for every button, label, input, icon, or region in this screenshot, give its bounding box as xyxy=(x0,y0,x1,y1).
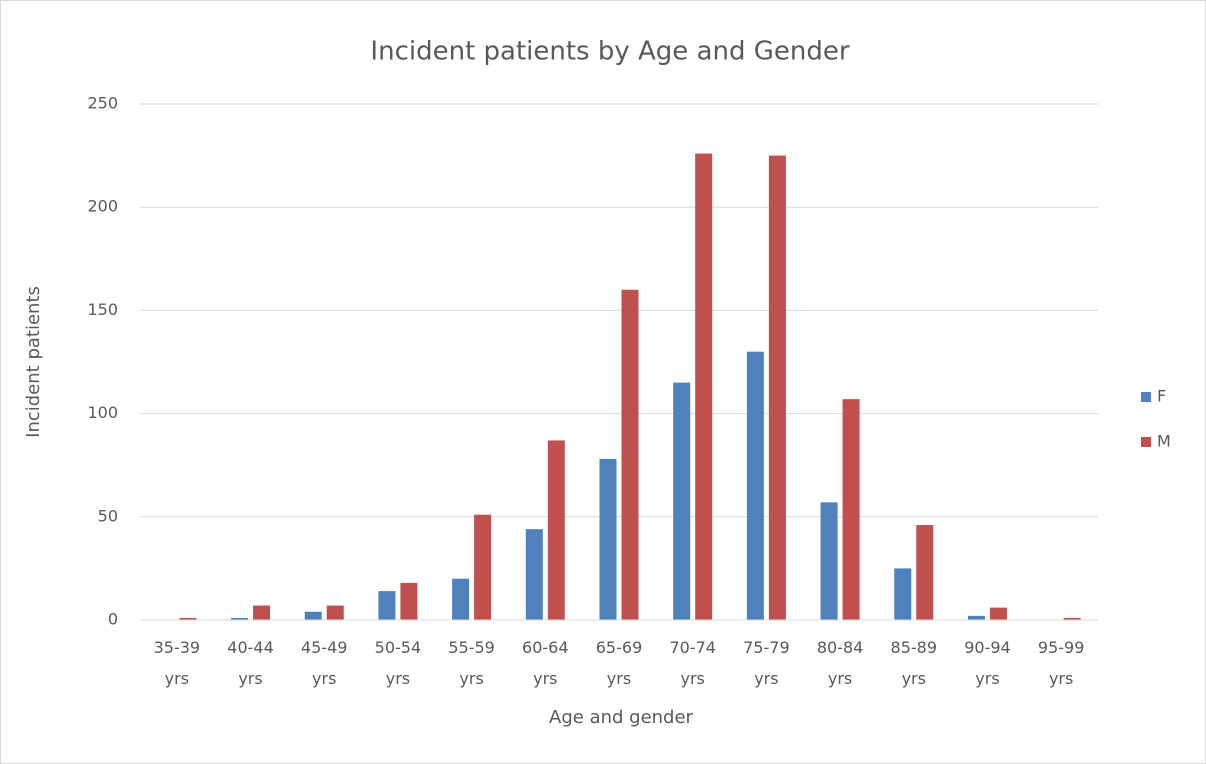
bar xyxy=(695,153,713,620)
x-tick-label: 55-59 yrs xyxy=(448,638,495,688)
x-tick-label: 60-64 yrs xyxy=(522,638,569,688)
bar xyxy=(989,607,1007,620)
bar xyxy=(326,605,344,620)
y-tick-label: 50 xyxy=(98,506,118,525)
y-tick-label: 100 xyxy=(87,403,118,422)
legend-swatch xyxy=(1141,437,1151,447)
x-tick-label: 45-49 yrs xyxy=(301,638,348,688)
bar xyxy=(547,440,565,620)
bar xyxy=(967,615,985,620)
bar xyxy=(179,617,197,620)
bar xyxy=(820,502,838,620)
x-tick-label: 90-94 yrs xyxy=(964,638,1011,688)
bar xyxy=(253,605,271,620)
legend-label: F xyxy=(1157,387,1166,406)
bar xyxy=(599,459,617,620)
bar xyxy=(474,514,492,620)
x-tick-label: 35-39 yrs xyxy=(154,638,201,688)
bar xyxy=(621,289,639,620)
y-tick-label: 250 xyxy=(87,94,118,113)
x-tick-label: 70-74 yrs xyxy=(669,638,716,688)
x-tick-label: 50-54 yrs xyxy=(375,638,422,688)
bar xyxy=(1063,617,1081,620)
bar xyxy=(304,611,322,620)
y-axis-title: Incident patients xyxy=(23,286,44,438)
bar xyxy=(378,591,396,620)
legend-label: M xyxy=(1157,432,1171,451)
x-tick-label: 95-99 yrs xyxy=(1038,638,1085,688)
x-tick-label: 40-44 yrs xyxy=(227,638,274,688)
x-tick-label: 65-69 yrs xyxy=(596,638,643,688)
bar xyxy=(916,525,934,620)
bar xyxy=(673,382,691,620)
bar xyxy=(746,351,764,620)
y-tick-label: 150 xyxy=(87,300,118,319)
x-axis-title: Age and gender xyxy=(549,707,694,728)
bar xyxy=(894,568,912,620)
y-tick-label: 0 xyxy=(108,610,118,629)
legend-swatch xyxy=(1141,392,1151,402)
x-tick-label: 80-84 yrs xyxy=(817,638,864,688)
bar xyxy=(452,578,470,620)
chart-title: Incident patients by Age and Gender xyxy=(370,37,849,67)
bar xyxy=(525,529,543,620)
x-tick-label: 75-79 yrs xyxy=(743,638,790,688)
bar xyxy=(400,582,418,620)
y-tick-label: 200 xyxy=(87,197,118,216)
x-tick-label: 85-89 yrs xyxy=(891,638,938,688)
bar xyxy=(842,399,860,620)
bar xyxy=(768,155,786,620)
bar xyxy=(231,617,249,620)
